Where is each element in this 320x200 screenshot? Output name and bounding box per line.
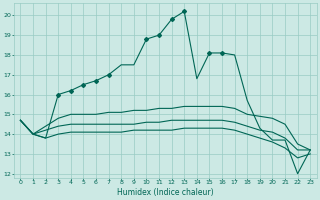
X-axis label: Humidex (Indice chaleur): Humidex (Indice chaleur)	[117, 188, 214, 197]
